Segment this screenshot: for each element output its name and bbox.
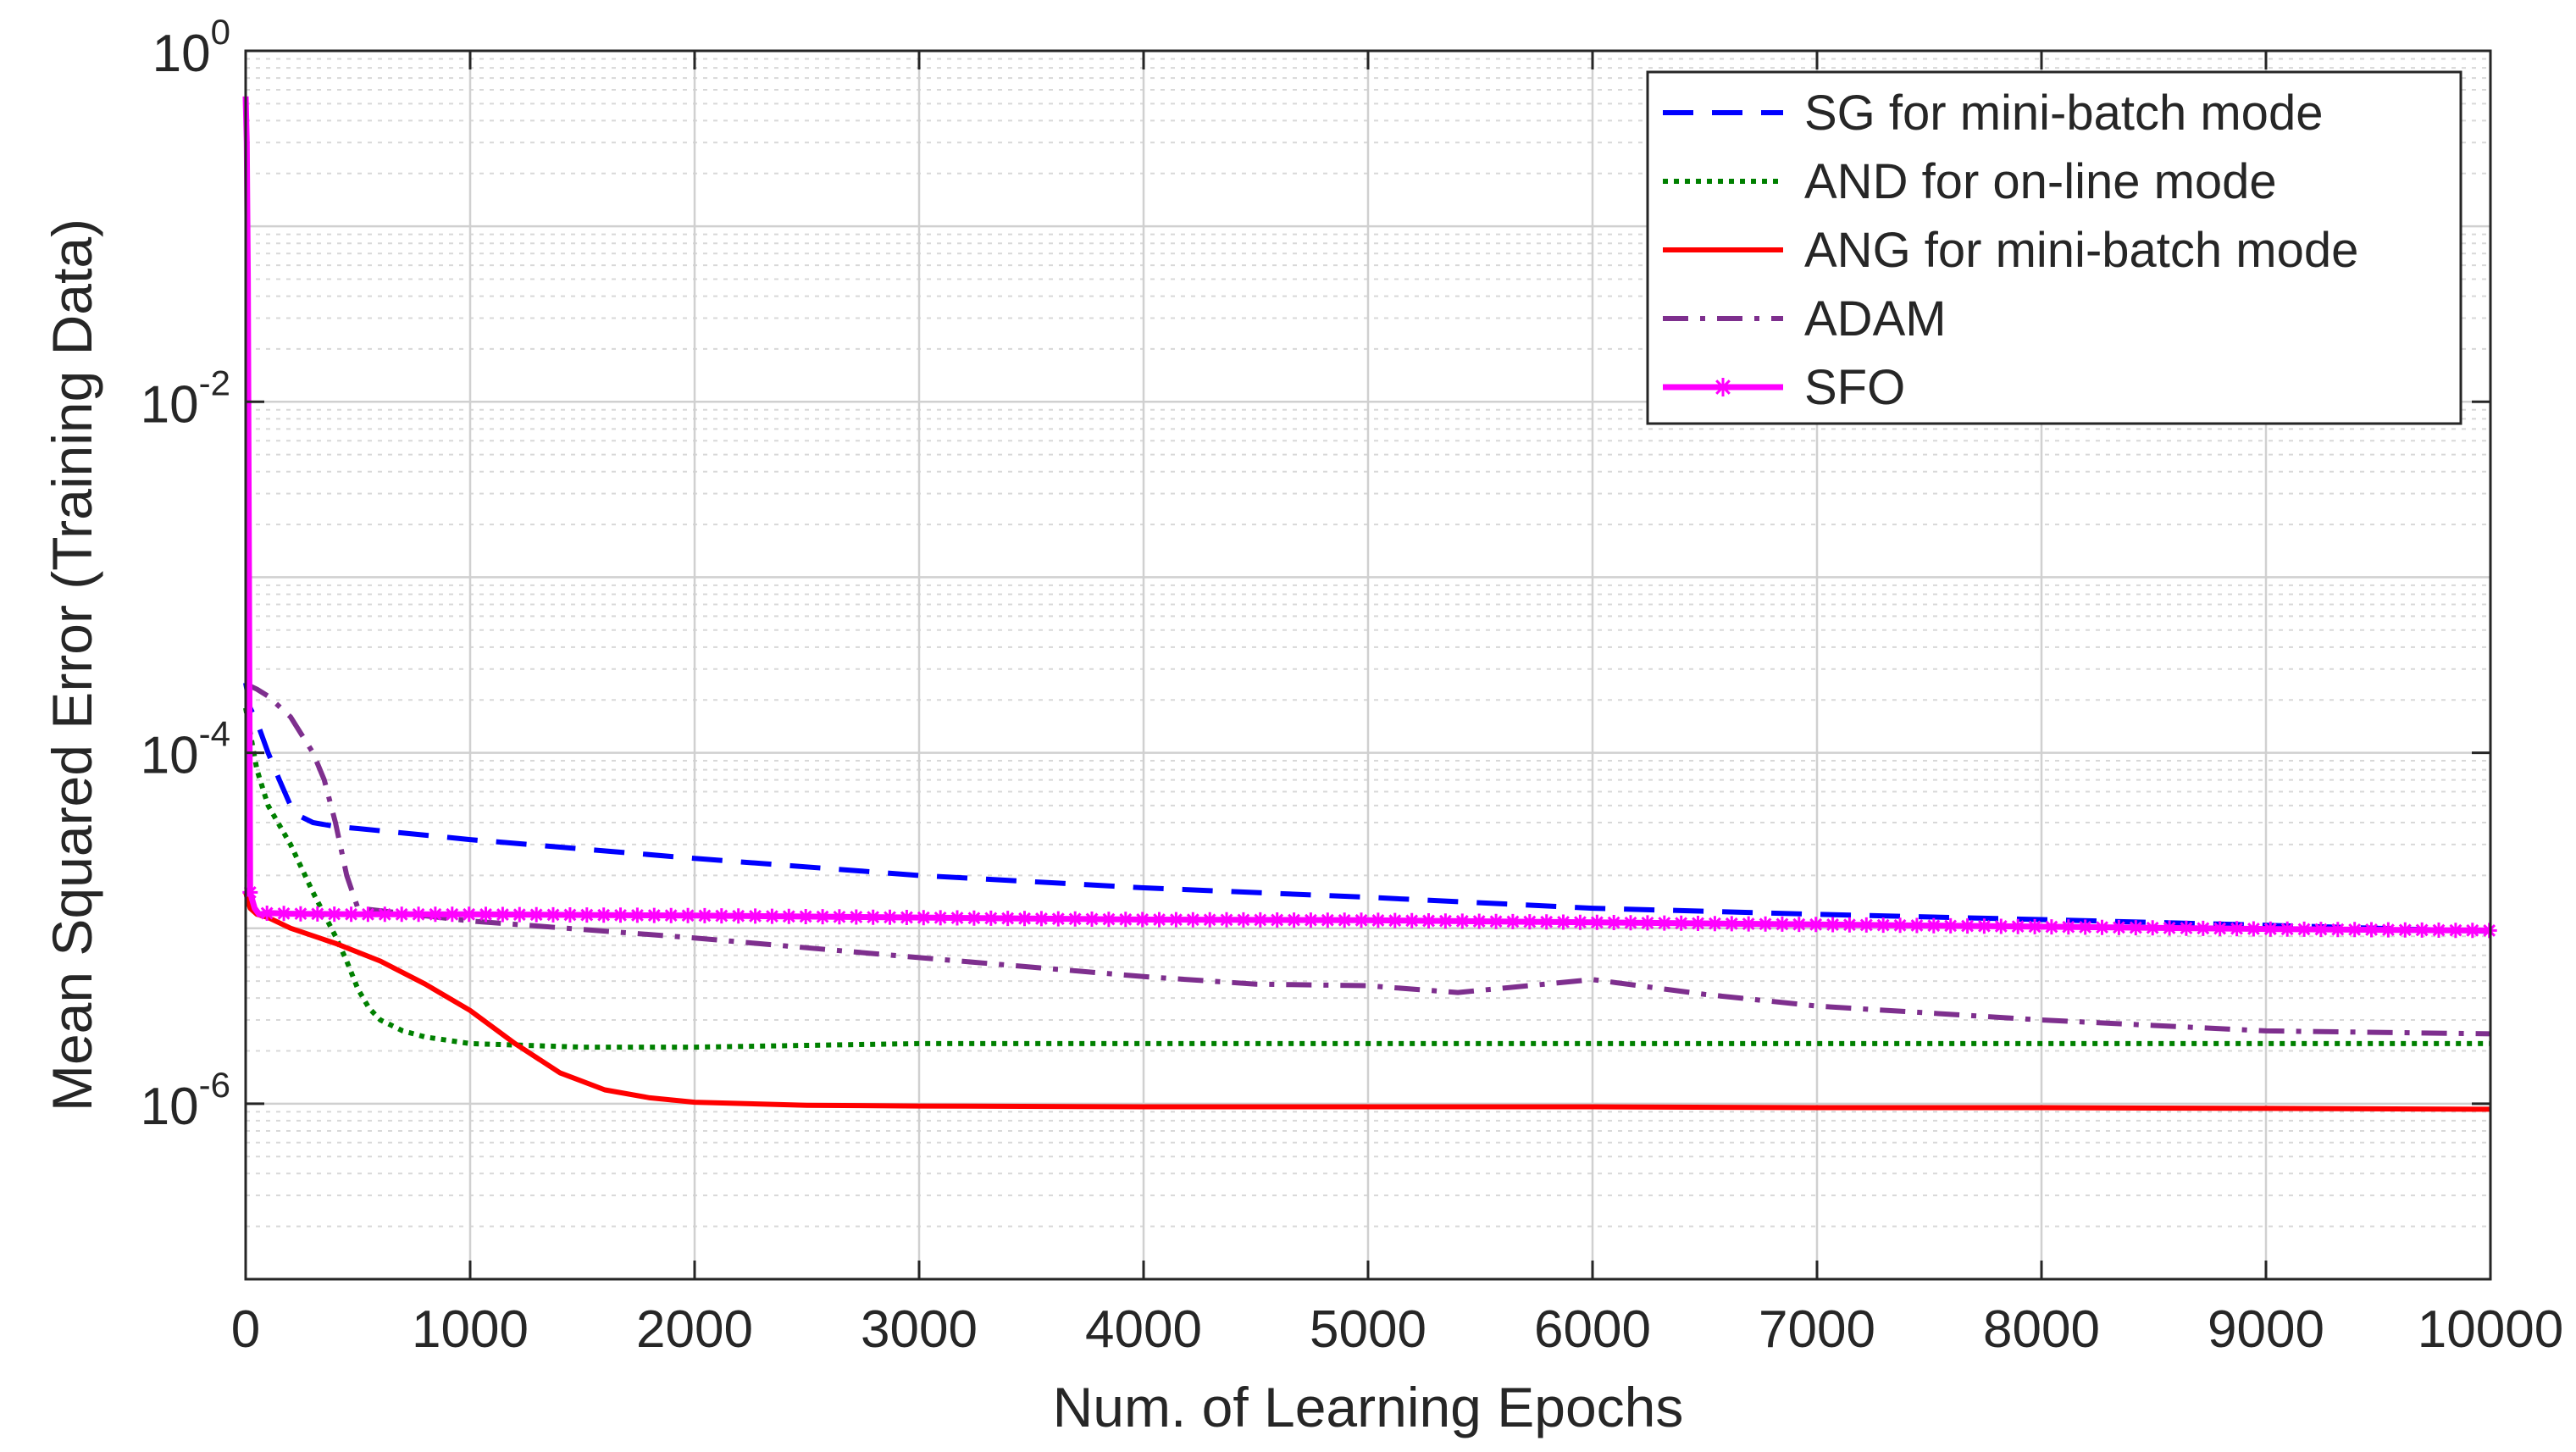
x-tick-label: 4000 <box>1085 1300 1202 1359</box>
y-tick-label: 10-2 <box>141 363 230 434</box>
legend: SG for mini-batch mode AND for on-line mo… <box>1646 70 2462 425</box>
x-axis-title: Num. of Learning Epochs <box>1053 1376 1684 1438</box>
ticks-layer: 0 1000 2000 3000 4000 5000 6000 7000 8000 9000 100… <box>141 12 2564 1359</box>
x-tick-label: 7000 <box>1759 1300 1875 1359</box>
x-tick-label: 5000 <box>1310 1300 1426 1359</box>
series-line-3 <box>244 680 2491 1037</box>
x-tick-label: 6000 <box>1534 1300 1651 1359</box>
legend-label-1: AND for on-line mode <box>1804 154 2277 209</box>
y-tick-label: 10-4 <box>141 714 230 785</box>
x-tick-label: 1000 <box>412 1300 529 1359</box>
series-line-1 <box>243 707 2490 1050</box>
series-layer <box>242 96 2497 1112</box>
x-tick-label: 2000 <box>636 1300 753 1359</box>
series-line-2 <box>243 891 2491 1112</box>
series-line-0 <box>243 682 2491 934</box>
x-tick-label: 8000 <box>1983 1300 2100 1359</box>
x-tick-label: 9000 <box>2208 1300 2324 1359</box>
x-tick-label: 3000 <box>861 1300 978 1359</box>
legend-label-2: ANG for mini-batch mode <box>1804 223 2358 278</box>
y-tick-label: 100 <box>152 12 230 83</box>
series-markers-4 <box>242 884 2497 939</box>
y-axis-title: Mean Squared Error (Training Data) <box>41 219 103 1111</box>
legend-label-3: ADAM <box>1804 291 1947 346</box>
legend-label-4: SFO <box>1804 360 1905 415</box>
x-tick-label: 10000 <box>2418 1300 2563 1359</box>
legend-marker-4 <box>1714 378 1732 396</box>
x-tick-label: 0 <box>231 1300 260 1359</box>
y-tick-label: 10-6 <box>141 1065 230 1136</box>
legend-label-0: SG for mini-batch mode <box>1804 86 2323 141</box>
